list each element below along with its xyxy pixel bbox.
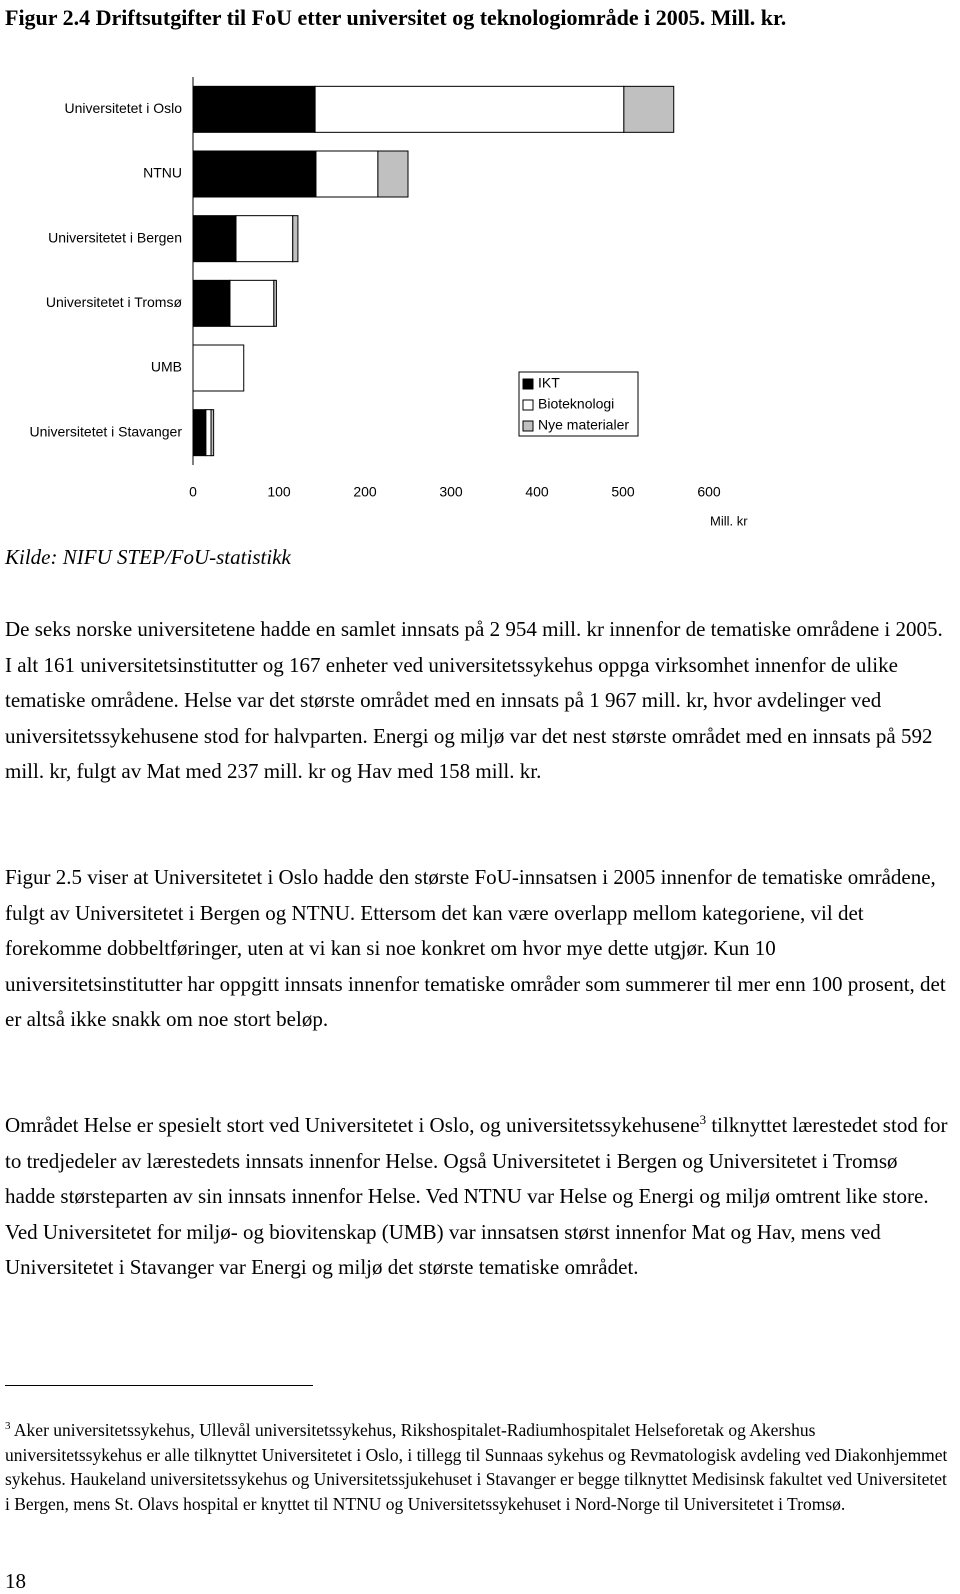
bar-segment (192, 409, 207, 457)
bar-segment (192, 150, 317, 198)
x-tick-label: 600 (697, 484, 721, 500)
y-tick-label: NTNU (143, 165, 182, 181)
x-tick-label: 300 (439, 484, 463, 500)
bar-segment (229, 279, 275, 327)
x-tick-label: 400 (525, 484, 549, 500)
y-tick-label: Universitetet i Stavanger (29, 423, 182, 439)
chart: 0 100 200 300 400 500 600 Mill. kr Universitetet… (29, 77, 748, 528)
legend-swatch (522, 420, 534, 432)
paragraph: De seks norske universitetene hadde en s… (5, 617, 943, 783)
y-tick-label: Universitetet i Oslo (65, 100, 183, 116)
paragraph: Området Helse er spesielt stort ved Univ… (5, 1108, 950, 1286)
x-axis-label: Mill. kr (710, 513, 748, 528)
bar-segment (192, 279, 231, 327)
bar-segment (192, 85, 316, 133)
x-tick-label: 200 (353, 484, 377, 500)
source: Kilde: NIFU STEP/FoU-statistikk (5, 545, 291, 569)
y-tick-label: UMB (151, 359, 182, 375)
figure-title: Figur 2.4 Driftsutgifter til FoU etter u… (5, 5, 787, 30)
footnote-text: Aker universitetssykehus, Ullevål univer… (5, 1420, 948, 1514)
bar-segment (273, 279, 277, 327)
footnote-rule (5, 1385, 313, 1386)
legend-label: Nye materialer (538, 417, 629, 433)
x-tick-label: 500 (611, 484, 635, 500)
x-tick-label: 100 (267, 484, 291, 500)
bar-segment (210, 409, 215, 457)
legend-box (518, 371, 639, 437)
bar-segment (292, 215, 299, 263)
bar-segment (192, 344, 245, 392)
bar-segment (192, 215, 237, 263)
bar-segment (235, 215, 294, 263)
x-tick-label: 0 (189, 484, 197, 500)
footnote: 3 Aker universitetssykehus, Ullevål univ… (5, 1418, 950, 1516)
bar-segment (315, 150, 379, 198)
paragraph: Figur 2.5 viser at Universitetet i Oslo … (5, 865, 946, 1031)
bar-segment (377, 150, 409, 198)
bar-segment (623, 85, 675, 133)
legend-swatch (522, 378, 534, 390)
legend-label: Bioteknologi (538, 396, 614, 412)
y-tick-label: Universitetet i Bergen (48, 229, 182, 245)
bar-segment (205, 409, 212, 457)
legend-swatch (522, 399, 534, 411)
text: tilknyttet lærestedet stod for to tredje… (5, 1113, 948, 1279)
legend-label: IKT (538, 375, 560, 391)
footnote-mark: 3 (5, 1420, 11, 1433)
y-tick-label: Universitetet i Tromsø (46, 294, 183, 310)
text: Området Helse er spesielt stort ved Univ… (5, 1113, 700, 1137)
footnote-ref: 3 (699, 1112, 707, 1127)
page-number: 18 (5, 1569, 26, 1593)
bar-segment (314, 85, 625, 133)
